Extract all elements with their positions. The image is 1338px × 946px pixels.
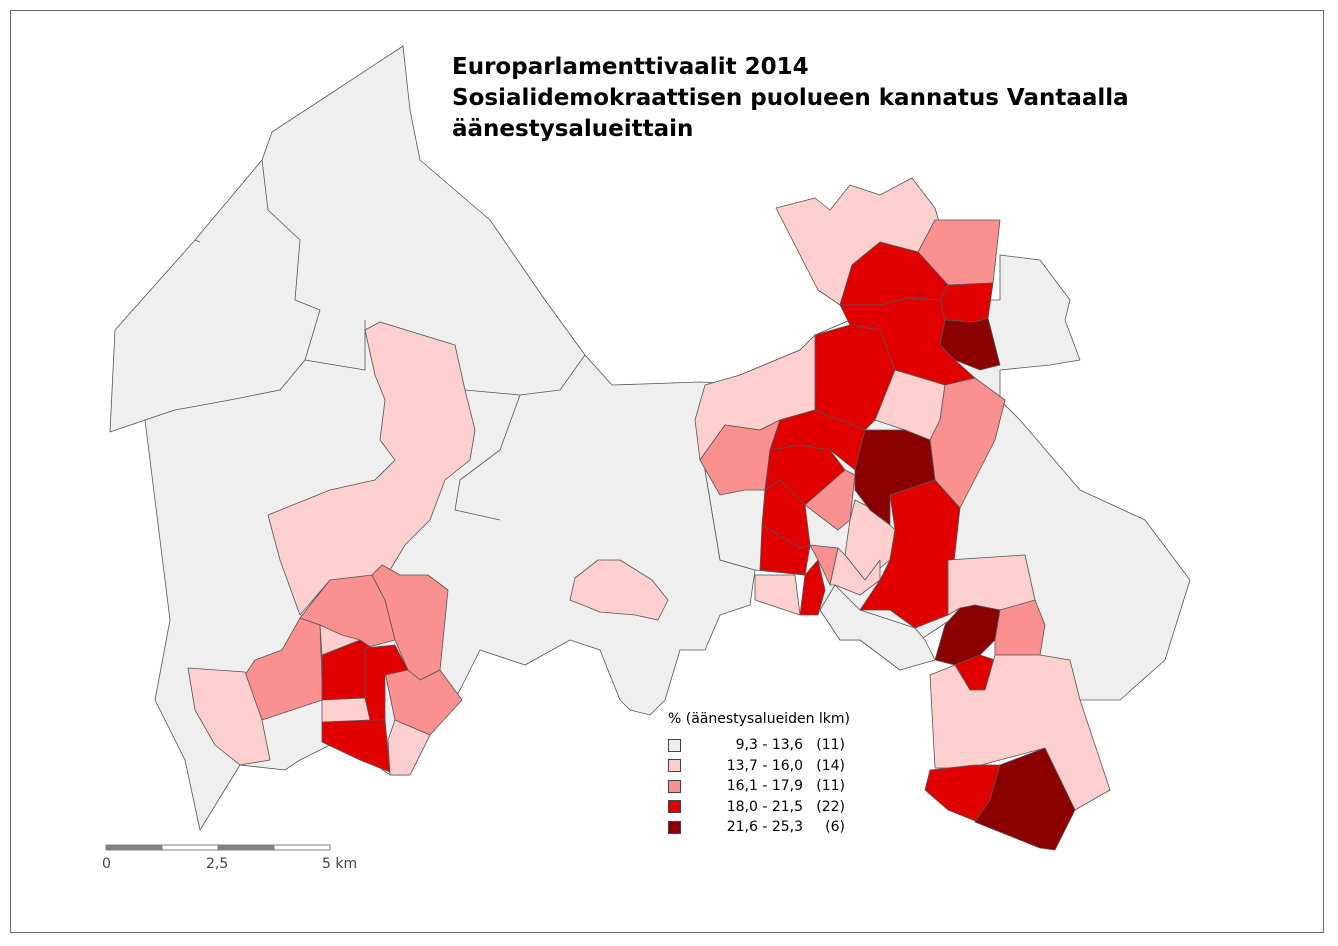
legend-count: (6) [825, 819, 845, 836]
scale-label-0: 0 [102, 856, 111, 872]
region-east-base-sw [819, 584, 936, 671]
region-red-south-column [859, 479, 961, 629]
scale-label-2-5: 2,5 [206, 856, 229, 872]
region-pink-sw-east [387, 719, 431, 776]
scale-label-5km: 5 km [322, 856, 358, 872]
region-pink-sw-small [321, 697, 371, 723]
region-darkred-se-bottom [974, 747, 1076, 851]
map-frame [10, 10, 1324, 933]
region-salmon-center-small [804, 469, 856, 531]
boundary-line [261, 159, 366, 371]
title-line-2: Sosialidemokraattisen puolueen kannatus … [452, 85, 1129, 111]
legend-title: % (äänestysalueiden lkm) [668, 711, 850, 727]
region-red-north-2 [939, 282, 994, 323]
scale-bar [105, 844, 331, 851]
boundary-line [454, 394, 521, 521]
legend-swatch [668, 820, 681, 834]
legend-item: 18,0 - 21,5 (22) [668, 797, 850, 818]
legend-swatch [668, 779, 681, 793]
legend-swatch [668, 800, 681, 814]
region-pink-sw-small2 [319, 624, 361, 656]
region-pink-center [569, 559, 669, 621]
boundary-line [194, 239, 201, 243]
title-line-3: äänestysalueittain [452, 116, 694, 142]
region-red-east-5 [799, 559, 826, 616]
legend-count: (14) [816, 757, 845, 774]
legend: % (äänestysalueiden lkm) 9,3 - 13,6 (11)… [668, 711, 850, 838]
map-title: Europarlamenttivaalit 2014 Sosialidemokr… [452, 52, 1129, 145]
legend-range: 21,6 - 25,3 [726, 819, 803, 836]
legend-range: 9,3 - 13,6 [735, 737, 803, 754]
region-red-east-4 [759, 524, 811, 576]
region-red-sw-3 [321, 719, 391, 773]
region-pink-far-sw [187, 667, 271, 766]
legend-range: 18,0 - 21,5 [726, 798, 803, 815]
legend-item: 13,7 - 16,0 (14) [668, 756, 850, 777]
legend-count: (11) [816, 778, 845, 795]
region-pink-center-4 [754, 574, 801, 616]
legend-count: (22) [816, 798, 845, 815]
legend-item: 16,1 - 17,9 (11) [668, 776, 850, 797]
region-darkred-center [854, 429, 936, 526]
boundary-line [144, 359, 306, 421]
boundary-line [464, 354, 586, 396]
legend-range: 13,7 - 16,0 [726, 757, 803, 774]
legend-swatch [668, 759, 681, 773]
legend-item: 21,6 - 25,3 (6) [668, 817, 850, 838]
title-line-1: Europarlamenttivaalit 2014 [452, 54, 809, 80]
legend-range: 16,1 - 17,9 [726, 778, 803, 795]
legend-item: 9,3 - 13,6 (11) [668, 735, 850, 756]
legend-count: (11) [816, 737, 845, 754]
legend-swatch [668, 738, 681, 752]
